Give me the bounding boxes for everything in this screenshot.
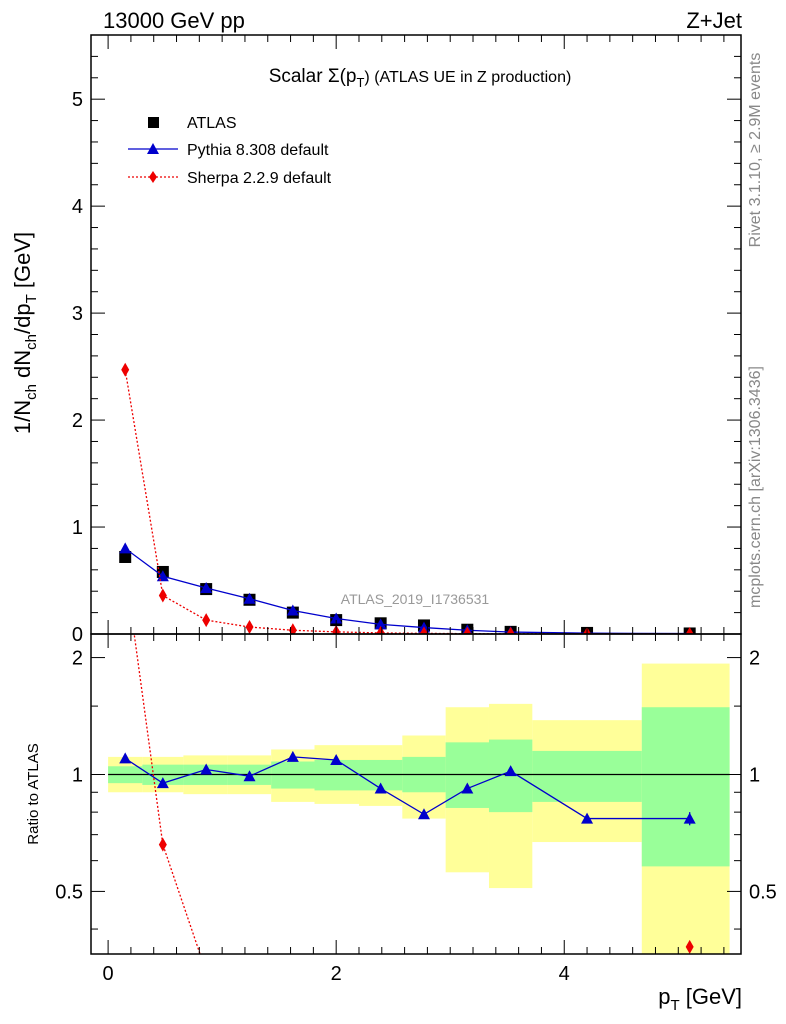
main-point-sherpa bbox=[121, 362, 130, 377]
ratio-line-sherpa bbox=[133, 634, 201, 954]
main-y-tick-label: 0 bbox=[72, 624, 83, 646]
legend-label-pythia: Pythia 8.308 default bbox=[187, 142, 329, 159]
main-line-pythia bbox=[124, 547, 690, 634]
ratio-y-tick-label: 2 bbox=[72, 648, 83, 670]
main-point-pythia bbox=[243, 592, 256, 604]
ratio-panel-data bbox=[119, 634, 696, 954]
main-panel-ticks: 0 1 2 3 4 5 bbox=[72, 34, 741, 646]
chart-title: Scalar Σ(pT) (ATLAS UE in Z production) bbox=[269, 66, 572, 90]
main-point-sherpa bbox=[202, 613, 211, 628]
ratio-point-pythia bbox=[330, 753, 343, 765]
main-point-pythia bbox=[156, 570, 169, 582]
ratio-point-pythia bbox=[200, 763, 213, 775]
ylabel-part-1: 1/N bbox=[10, 400, 35, 434]
ratio-band-green bbox=[532, 750, 642, 802]
main-panel-data bbox=[119, 362, 696, 634]
header-process-label: Z+Jet bbox=[686, 8, 742, 33]
ratio-y-tick-label-right: 1 bbox=[749, 764, 760, 786]
main-point-pythia bbox=[330, 612, 343, 624]
ylabel-part-2: ch bbox=[23, 384, 40, 400]
ratio-point-pythia bbox=[504, 765, 517, 777]
legend-marker-pythia bbox=[147, 143, 159, 154]
title-subscript: T bbox=[356, 75, 364, 90]
main-point-pythia bbox=[286, 604, 299, 616]
main-point-pythia bbox=[374, 618, 387, 630]
title-main: Scalar Σ(p bbox=[269, 66, 357, 87]
mcplots-credit-text: mcplots.cern.ch [arXiv:1306.3436] bbox=[747, 366, 764, 608]
ratio-uncertainty-bands bbox=[108, 663, 730, 954]
main-point-sherpa bbox=[245, 620, 254, 634]
ratio-y-tick-label-right: 2 bbox=[749, 648, 760, 670]
main-point-sherpa bbox=[685, 626, 694, 634]
legend-entry-sherpa: Sherpa 2.2.9 default bbox=[128, 170, 332, 187]
xlabel-tail: [GeV] bbox=[680, 984, 742, 1009]
ratio-point-pythia bbox=[461, 782, 474, 794]
legend-entry-atlas: ATLAS bbox=[148, 115, 237, 132]
main-point-atlas bbox=[119, 550, 132, 563]
ratio-point-pythia bbox=[417, 808, 430, 820]
main-y-tick-label: 1 bbox=[72, 517, 83, 539]
ratio-x-tick-label: 0 bbox=[103, 963, 114, 985]
xlabel-main: p bbox=[658, 984, 670, 1009]
main-y-tick-label: 3 bbox=[72, 303, 83, 325]
ratio-point-sherpa bbox=[685, 939, 694, 954]
legend-marker-sherpa bbox=[149, 171, 157, 183]
ratio-panel-frame bbox=[90, 633, 742, 955]
main-y-axis-label: 1/Nch dNch/dpT [GeV] bbox=[10, 232, 40, 434]
ylabel-part-4: ch bbox=[23, 334, 40, 350]
title-tail: ) (ATLAS UE in Z production) bbox=[364, 69, 571, 86]
ratio-point-sherpa bbox=[158, 837, 167, 852]
ratio-point-pythia bbox=[374, 782, 387, 794]
ylabel-part-5: /dp bbox=[10, 303, 35, 334]
analysis-watermark: ATLAS_2019_I1736531 bbox=[341, 591, 490, 607]
ratio-line-pythia bbox=[124, 756, 690, 820]
main-y-tick-label: 4 bbox=[72, 196, 83, 218]
main-point-sherpa bbox=[506, 626, 515, 634]
ratio-panel-ticks: 0 2 4 0.5 0.5 1 1 2 2 bbox=[55, 634, 777, 985]
ratio-point-pythia bbox=[156, 777, 169, 789]
ratio-y-tick-label-right: 0.5 bbox=[749, 881, 777, 903]
x-axis-label: pT [GeV] bbox=[658, 984, 742, 1014]
main-y-tick-label: 5 bbox=[72, 89, 83, 111]
ratio-y-axis-label: Ratio to ATLAS bbox=[25, 743, 42, 844]
legend: ATLAS Pythia 8.308 default Sherpa 2.2.9 … bbox=[128, 115, 332, 187]
legend-label-sherpa: Sherpa 2.2.9 default bbox=[187, 170, 332, 187]
xlabel-subscript: T bbox=[670, 997, 679, 1014]
ratio-point-pythia bbox=[119, 752, 132, 764]
main-point-sherpa bbox=[463, 626, 472, 634]
main-point-pythia bbox=[200, 582, 213, 594]
legend-marker-atlas bbox=[148, 117, 159, 128]
ylabel-part-3: dN bbox=[10, 350, 35, 384]
header-energy-label: 13000 GeV pp bbox=[103, 8, 245, 33]
ylabel-part-6: T bbox=[23, 294, 40, 303]
ratio-point-pythia bbox=[243, 770, 256, 782]
main-point-sherpa bbox=[376, 625, 385, 634]
rivet-version-text: Rivet 3.1.10, ≥ 2.9M events bbox=[747, 53, 764, 248]
ratio-panel: 0 2 4 0.5 0.5 1 1 2 2 Ratio to ATLAS pT [GeV] bbox=[25, 633, 777, 1014]
ratio-x-tick-label: 2 bbox=[331, 963, 342, 985]
main-point-pythia bbox=[119, 542, 132, 554]
main-point-sherpa bbox=[288, 623, 297, 634]
legend-entry-pythia: Pythia 8.308 default bbox=[128, 142, 329, 159]
main-point-sherpa bbox=[419, 626, 428, 634]
ratio-y-tick-label: 1 bbox=[72, 764, 83, 786]
ratio-x-tick-label: 4 bbox=[559, 963, 570, 985]
main-point-sherpa bbox=[158, 588, 167, 603]
ratio-point-pythia bbox=[286, 750, 299, 762]
ratio-band-green bbox=[641, 707, 730, 867]
ratio-y-tick-label: 0.5 bbox=[55, 881, 83, 903]
legend-label-atlas: ATLAS bbox=[187, 115, 237, 132]
main-y-tick-label: 2 bbox=[72, 410, 83, 432]
ylabel-part-7: [GeV] bbox=[10, 232, 35, 294]
ratio-point-pythia bbox=[581, 812, 594, 824]
ratio-band-green bbox=[314, 759, 359, 791]
